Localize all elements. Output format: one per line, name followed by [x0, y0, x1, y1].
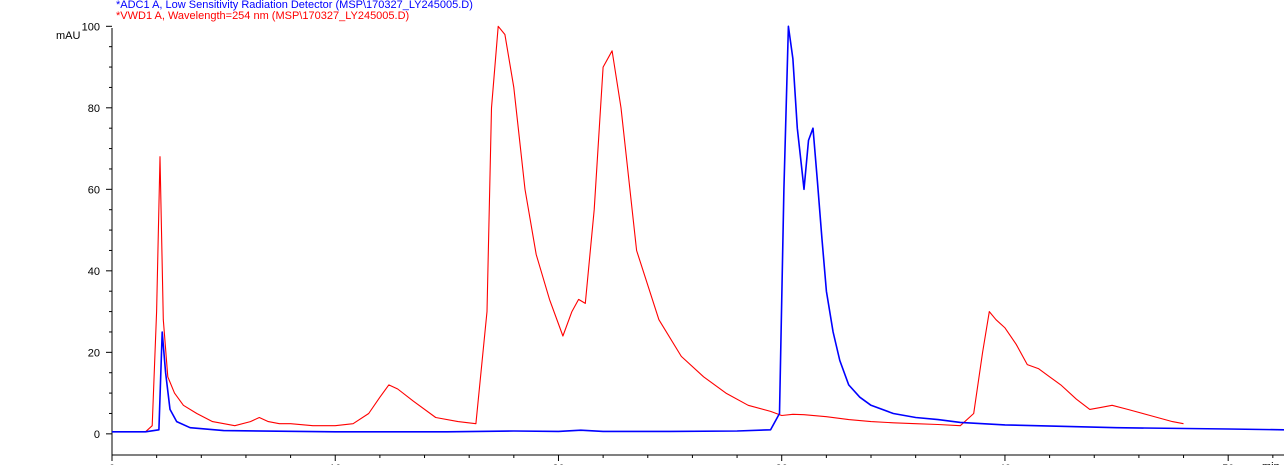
- y-tick-label-40: 40: [88, 266, 100, 278]
- series-line-vwd1: [112, 25, 1184, 433]
- legend-entry-vwd1: *VWD1 A, Wavelength=254 nm (MSP\170327_L…: [116, 10, 410, 22]
- legend-entry-adc1: *ADC1 A, Low Sensitivity Radiation Detec…: [116, 0, 473, 11]
- y-tick-label-20: 20: [88, 347, 100, 359]
- y-tick-label-100: 100: [82, 21, 100, 33]
- y-tick-label-60: 60: [88, 184, 100, 196]
- legend: *ADC1 A, Low Sensitivity Radiation Detec…: [116, 0, 473, 22]
- y-tick-label-0: 0: [94, 429, 100, 441]
- x-tick-label-10: 10: [329, 463, 341, 465]
- y-tick-label-80: 80: [88, 103, 100, 115]
- x-tick-label-30: 30: [776, 463, 788, 465]
- y-axis-unit-label: mAU: [56, 30, 81, 42]
- x-tick-label-20: 20: [552, 463, 564, 465]
- x-tick-label-50: 50: [1222, 463, 1234, 465]
- x-tick-label-40: 40: [999, 463, 1011, 465]
- x-tick-label-0: 0: [109, 463, 115, 465]
- x-axis-unit-label: min: [1262, 461, 1280, 465]
